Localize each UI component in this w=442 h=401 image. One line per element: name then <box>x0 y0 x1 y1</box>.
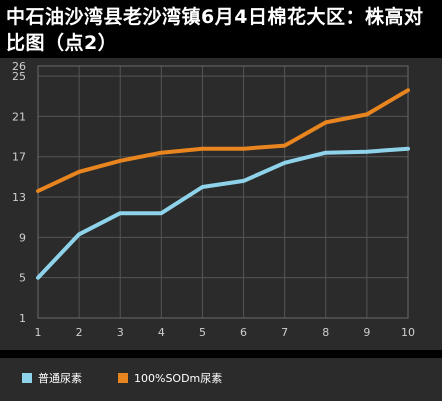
x-tick-label: 10 <box>401 326 415 339</box>
legend-label-series-2: 100%SODm尿素 <box>134 372 223 385</box>
y-tick-label: 17 <box>12 151 26 164</box>
x-tick-label: 1 <box>35 326 42 339</box>
series-line-1 <box>36 146 410 280</box>
x-tick-label: 9 <box>363 326 370 339</box>
chart-title: 中石油沙湾县老沙湾镇6月4日棉花大区：株高对比图（点2） <box>6 6 424 54</box>
x-tick-label: 5 <box>199 326 206 339</box>
x-tick-label: 8 <box>322 326 329 339</box>
chart-panel: 1 5 9 13 17 21 25 26 1 2 3 4 5 6 7 8 9 10 <box>0 58 442 350</box>
legend-swatch-series-1 <box>22 373 32 383</box>
y-tick-label: 26 <box>12 60 26 73</box>
y-tick-label: 21 <box>12 110 26 123</box>
x-axis-ticks: 1 2 3 4 5 6 7 8 9 10 <box>35 326 416 339</box>
x-tick-label: 6 <box>240 326 247 339</box>
y-tick-label: 5 <box>19 272 26 285</box>
y-tick-label: 1 <box>19 312 26 325</box>
y-tick-label: 9 <box>19 231 26 244</box>
legend: 普通尿素 100%SODm尿素 <box>0 358 442 401</box>
grid-lines <box>37 65 409 319</box>
x-tick-label: 3 <box>117 326 124 339</box>
plot-area-border <box>37 65 409 319</box>
series-lines <box>36 88 410 280</box>
legend-label-series-1: 普通尿素 <box>38 372 82 385</box>
legend-item-series-2: 100%SODm尿素 <box>118 370 222 386</box>
legend-item-series-1: 普通尿素 <box>22 370 82 386</box>
legend-swatch-series-2 <box>118 373 128 383</box>
plot-frame <box>37 65 409 319</box>
series-line-2 <box>36 88 410 193</box>
y-tick-label: 13 <box>12 191 26 204</box>
x-tick-label: 4 <box>158 326 165 339</box>
x-tick-label: 2 <box>76 326 83 339</box>
y-tick-label: 25 <box>12 70 26 83</box>
x-tick-label: 7 <box>281 326 288 339</box>
